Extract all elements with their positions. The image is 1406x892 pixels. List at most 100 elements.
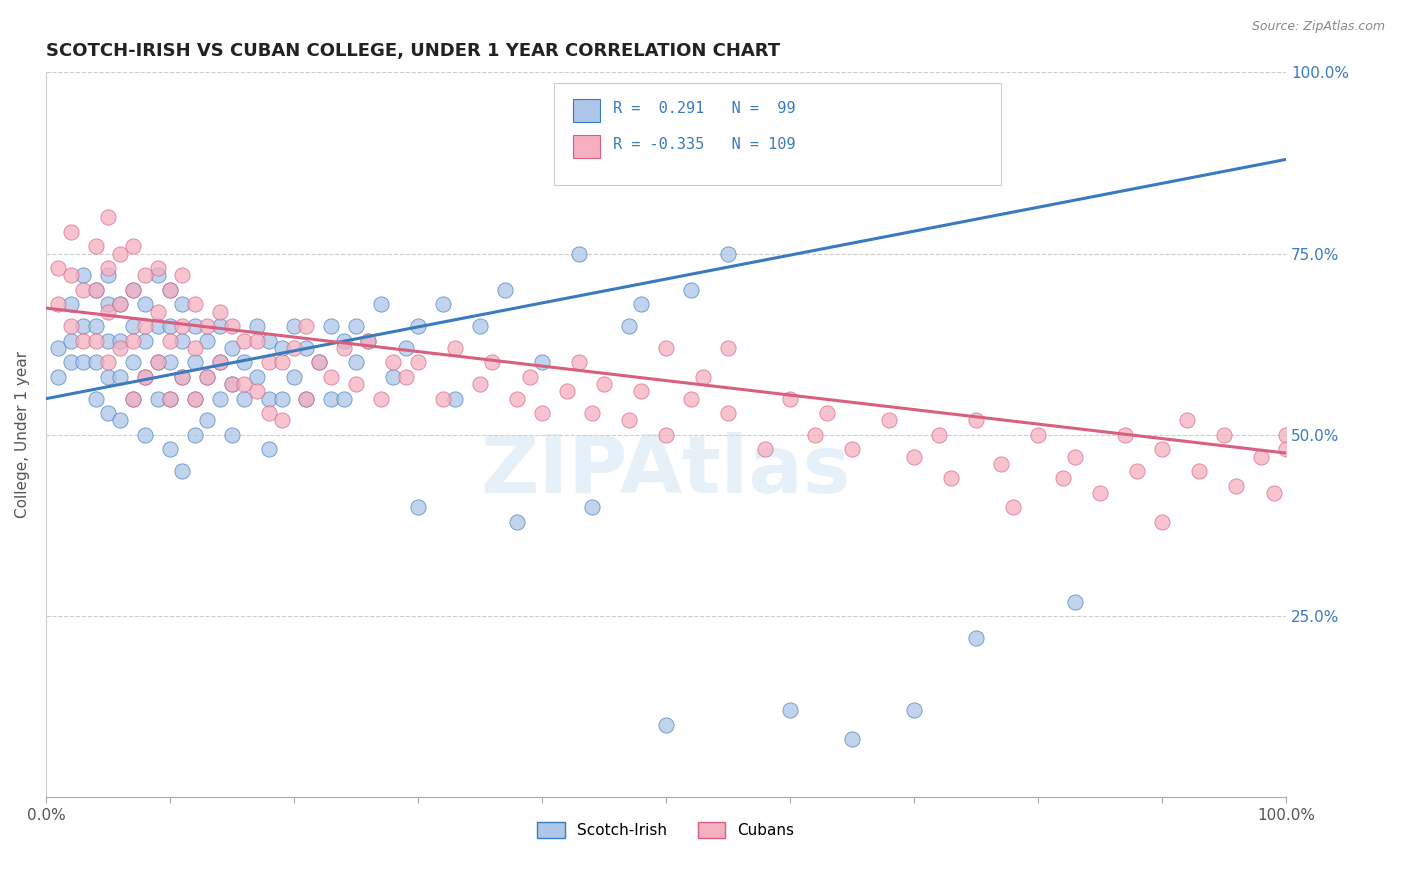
Point	[159, 392, 181, 406]
FancyBboxPatch shape	[554, 83, 1001, 185]
Point	[184, 319, 207, 334]
Point	[184, 355, 207, 369]
Point	[344, 355, 367, 369]
Point	[332, 334, 354, 348]
Point	[357, 334, 380, 348]
Point	[308, 355, 330, 369]
Point	[146, 355, 169, 369]
Point	[270, 341, 292, 355]
Point	[84, 283, 107, 297]
Point	[97, 268, 120, 283]
Point	[1213, 428, 1236, 442]
Point	[221, 377, 243, 392]
Point	[679, 283, 702, 297]
Text: Source: ZipAtlas.com: Source: ZipAtlas.com	[1251, 20, 1385, 33]
Point	[121, 283, 143, 297]
Point	[270, 413, 292, 427]
Point	[134, 268, 156, 283]
Point	[159, 392, 181, 406]
Point	[295, 341, 318, 355]
Point	[72, 319, 94, 334]
Bar	[574, 135, 600, 158]
Point	[246, 334, 269, 348]
Point	[655, 341, 678, 355]
Point	[717, 246, 740, 260]
Point	[568, 355, 591, 369]
Point	[159, 355, 181, 369]
Point	[295, 392, 318, 406]
Point	[779, 392, 801, 406]
Point	[841, 442, 863, 457]
Point	[630, 384, 652, 399]
Point	[1052, 471, 1074, 485]
Point	[195, 370, 218, 384]
Point	[965, 631, 987, 645]
Point	[121, 392, 143, 406]
Point	[295, 319, 318, 334]
Point	[59, 268, 82, 283]
Point	[121, 283, 143, 297]
Point	[195, 334, 218, 348]
Point	[84, 392, 107, 406]
Y-axis label: College, Under 1 year: College, Under 1 year	[15, 351, 30, 518]
Point	[121, 334, 143, 348]
Point	[110, 413, 132, 427]
Point	[221, 428, 243, 442]
Point	[97, 304, 120, 318]
Point	[617, 319, 640, 334]
Point	[195, 370, 218, 384]
Point	[134, 428, 156, 442]
Text: SCOTCH-IRISH VS CUBAN COLLEGE, UNDER 1 YEAR CORRELATION CHART: SCOTCH-IRISH VS CUBAN COLLEGE, UNDER 1 Y…	[46, 42, 780, 60]
Point	[72, 334, 94, 348]
Point	[48, 261, 70, 276]
Point	[97, 261, 120, 276]
Point	[110, 370, 132, 384]
Point	[1126, 464, 1149, 478]
Point	[184, 428, 207, 442]
Point	[208, 355, 231, 369]
Point	[110, 246, 132, 260]
Point	[208, 304, 231, 318]
Point	[59, 319, 82, 334]
Point	[283, 341, 305, 355]
Point	[321, 392, 343, 406]
Legend: Scotch-Irish, Cubans: Scotch-Irish, Cubans	[531, 816, 800, 844]
Point	[97, 334, 120, 348]
Point	[97, 406, 120, 420]
Point	[679, 392, 702, 406]
Point	[270, 392, 292, 406]
Point	[928, 428, 950, 442]
Point	[406, 355, 429, 369]
Point	[432, 297, 454, 311]
Point	[208, 319, 231, 334]
Point	[246, 384, 269, 399]
Point	[110, 297, 132, 311]
Point	[444, 392, 467, 406]
Point	[841, 732, 863, 747]
Point	[172, 334, 194, 348]
Point	[146, 304, 169, 318]
Point	[444, 341, 467, 355]
Point	[134, 370, 156, 384]
Point	[308, 355, 330, 369]
Point	[146, 355, 169, 369]
Point	[1175, 413, 1198, 427]
Point	[146, 392, 169, 406]
Point	[257, 355, 280, 369]
Point	[394, 370, 416, 384]
Point	[172, 319, 194, 334]
Point	[1114, 428, 1136, 442]
Point	[803, 428, 825, 442]
Point	[617, 413, 640, 427]
Point	[134, 370, 156, 384]
Point	[72, 355, 94, 369]
Point	[1150, 442, 1173, 457]
Point	[370, 392, 392, 406]
Point	[530, 406, 553, 420]
Point	[1088, 486, 1111, 500]
Point	[59, 225, 82, 239]
Point	[283, 370, 305, 384]
Point	[233, 334, 256, 348]
Point	[717, 341, 740, 355]
Point	[72, 283, 94, 297]
